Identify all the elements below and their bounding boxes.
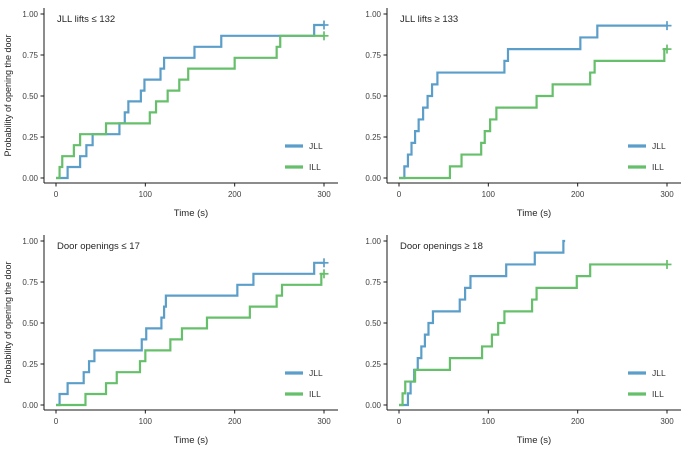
y-tick-label: 0.75 <box>365 51 381 60</box>
legend-label-jll: JLL <box>309 141 323 151</box>
x-tick-label: 300 <box>317 190 331 199</box>
y-tick-label: 0.00 <box>22 174 38 183</box>
x-tick-label: 300 <box>660 417 674 426</box>
legend-label-jll: JLL <box>652 141 666 151</box>
x-axis-title: Time (s) <box>516 435 550 446</box>
series-line-jll <box>398 24 667 180</box>
y-tick-label: 0.00 <box>365 401 381 410</box>
y-tick-label: 0.50 <box>22 319 38 328</box>
y-axis-title: Probability of opening the door <box>3 261 13 383</box>
series-line-ill <box>398 263 667 407</box>
x-tick-label: 200 <box>228 190 242 199</box>
y-tick-label: 0.25 <box>365 133 381 142</box>
x-tick-label: 300 <box>660 190 674 199</box>
panel-title: Door openings ≥ 18 <box>400 241 483 252</box>
x-tick-label: 200 <box>570 190 584 199</box>
panel-jll-lifts-min-133: 0 100 200 300 0.00 0.25 0.50 0.75 1.00 JLL lifts … <box>343 0 685 227</box>
series-line-jll <box>56 261 324 407</box>
y-tick-label: 0.25 <box>22 133 38 142</box>
series-line-jll <box>398 239 565 407</box>
x-axis-title: Time (s) <box>174 435 208 446</box>
y-tick-label: 0.00 <box>365 174 381 183</box>
y-tick-label: 0.75 <box>22 51 38 60</box>
y-tick-label: 0.25 <box>365 360 381 369</box>
legend-label-ill: ILL <box>309 162 321 172</box>
series-line-ill <box>398 47 667 180</box>
x-tick-label: 0 <box>396 417 401 426</box>
legend-label-ill: ILL <box>309 389 321 399</box>
panel-jll-lifts-min-133-svg: 0 100 200 300 0.00 0.25 0.50 0.75 1.00 JLL lifts … <box>365 8 681 219</box>
panel-title: JLL lifts ≤ 132 <box>57 14 115 25</box>
y-tick-label: 0.75 <box>22 278 38 287</box>
legend-label-ill: ILL <box>652 389 664 399</box>
x-tick-label: 300 <box>317 417 331 426</box>
legend-label-jll: JLL <box>652 368 666 378</box>
x-tick-label: 100 <box>481 190 495 199</box>
x-tick-label: 200 <box>228 417 242 426</box>
x-tick-label: 0 <box>396 190 401 199</box>
y-tick-label: 1.00 <box>22 237 38 246</box>
legend-label-ill: ILL <box>652 162 664 172</box>
panel-title: JLL lifts ≥ 133 <box>400 14 458 25</box>
panel-door-openings-min-18: 0 100 200 300 0.00 0.25 0.50 0.75 1.00 Door openi… <box>343 227 685 454</box>
y-tick-label: 0.25 <box>22 360 38 369</box>
panel-title: Door openings ≤ 17 <box>57 241 140 252</box>
y-tick-label: 0.50 <box>365 319 381 328</box>
y-axis-title: Probability of opening the door <box>3 34 13 156</box>
panel-jll-lifts-max-132-svg: 0 100 200 300 0.00 0.25 0.50 0.75 1.00 JLL lifts … <box>3 8 338 219</box>
x-tick-label: 100 <box>139 417 153 426</box>
series-line-jll <box>56 23 324 180</box>
legend-label-jll: JLL <box>309 368 323 378</box>
y-tick-label: 0.00 <box>22 401 38 410</box>
y-tick-label: 0.50 <box>22 92 38 101</box>
x-tick-label: 100 <box>481 417 495 426</box>
series-line-ill <box>56 34 324 180</box>
panel-door-openings-max-17: 0 100 200 300 0.00 0.25 0.50 0.75 1.00 Door openi… <box>0 227 343 454</box>
x-tick-label: 200 <box>570 417 584 426</box>
panel-door-openings-min-18-svg: 0 100 200 300 0.00 0.25 0.50 0.75 1.00 Door openi… <box>365 235 681 446</box>
y-tick-label: 0.50 <box>365 92 381 101</box>
y-tick-label: 1.00 <box>22 10 38 19</box>
x-tick-label: 100 <box>139 190 153 199</box>
x-tick-label: 0 <box>54 190 59 199</box>
panel-jll-lifts-max-132: 0 100 200 300 0.00 0.25 0.50 0.75 1.00 JLL lifts … <box>0 0 343 227</box>
y-tick-label: 1.00 <box>365 237 381 246</box>
series-line-ill <box>56 272 324 407</box>
x-tick-label: 0 <box>54 417 59 426</box>
y-tick-label: 1.00 <box>365 10 381 19</box>
panel-door-openings-max-17-svg: 0 100 200 300 0.00 0.25 0.50 0.75 1.00 Door openi… <box>3 235 338 446</box>
x-axis-title: Time (s) <box>174 208 208 219</box>
x-axis-title: Time (s) <box>516 208 550 219</box>
y-tick-label: 0.75 <box>365 278 381 287</box>
